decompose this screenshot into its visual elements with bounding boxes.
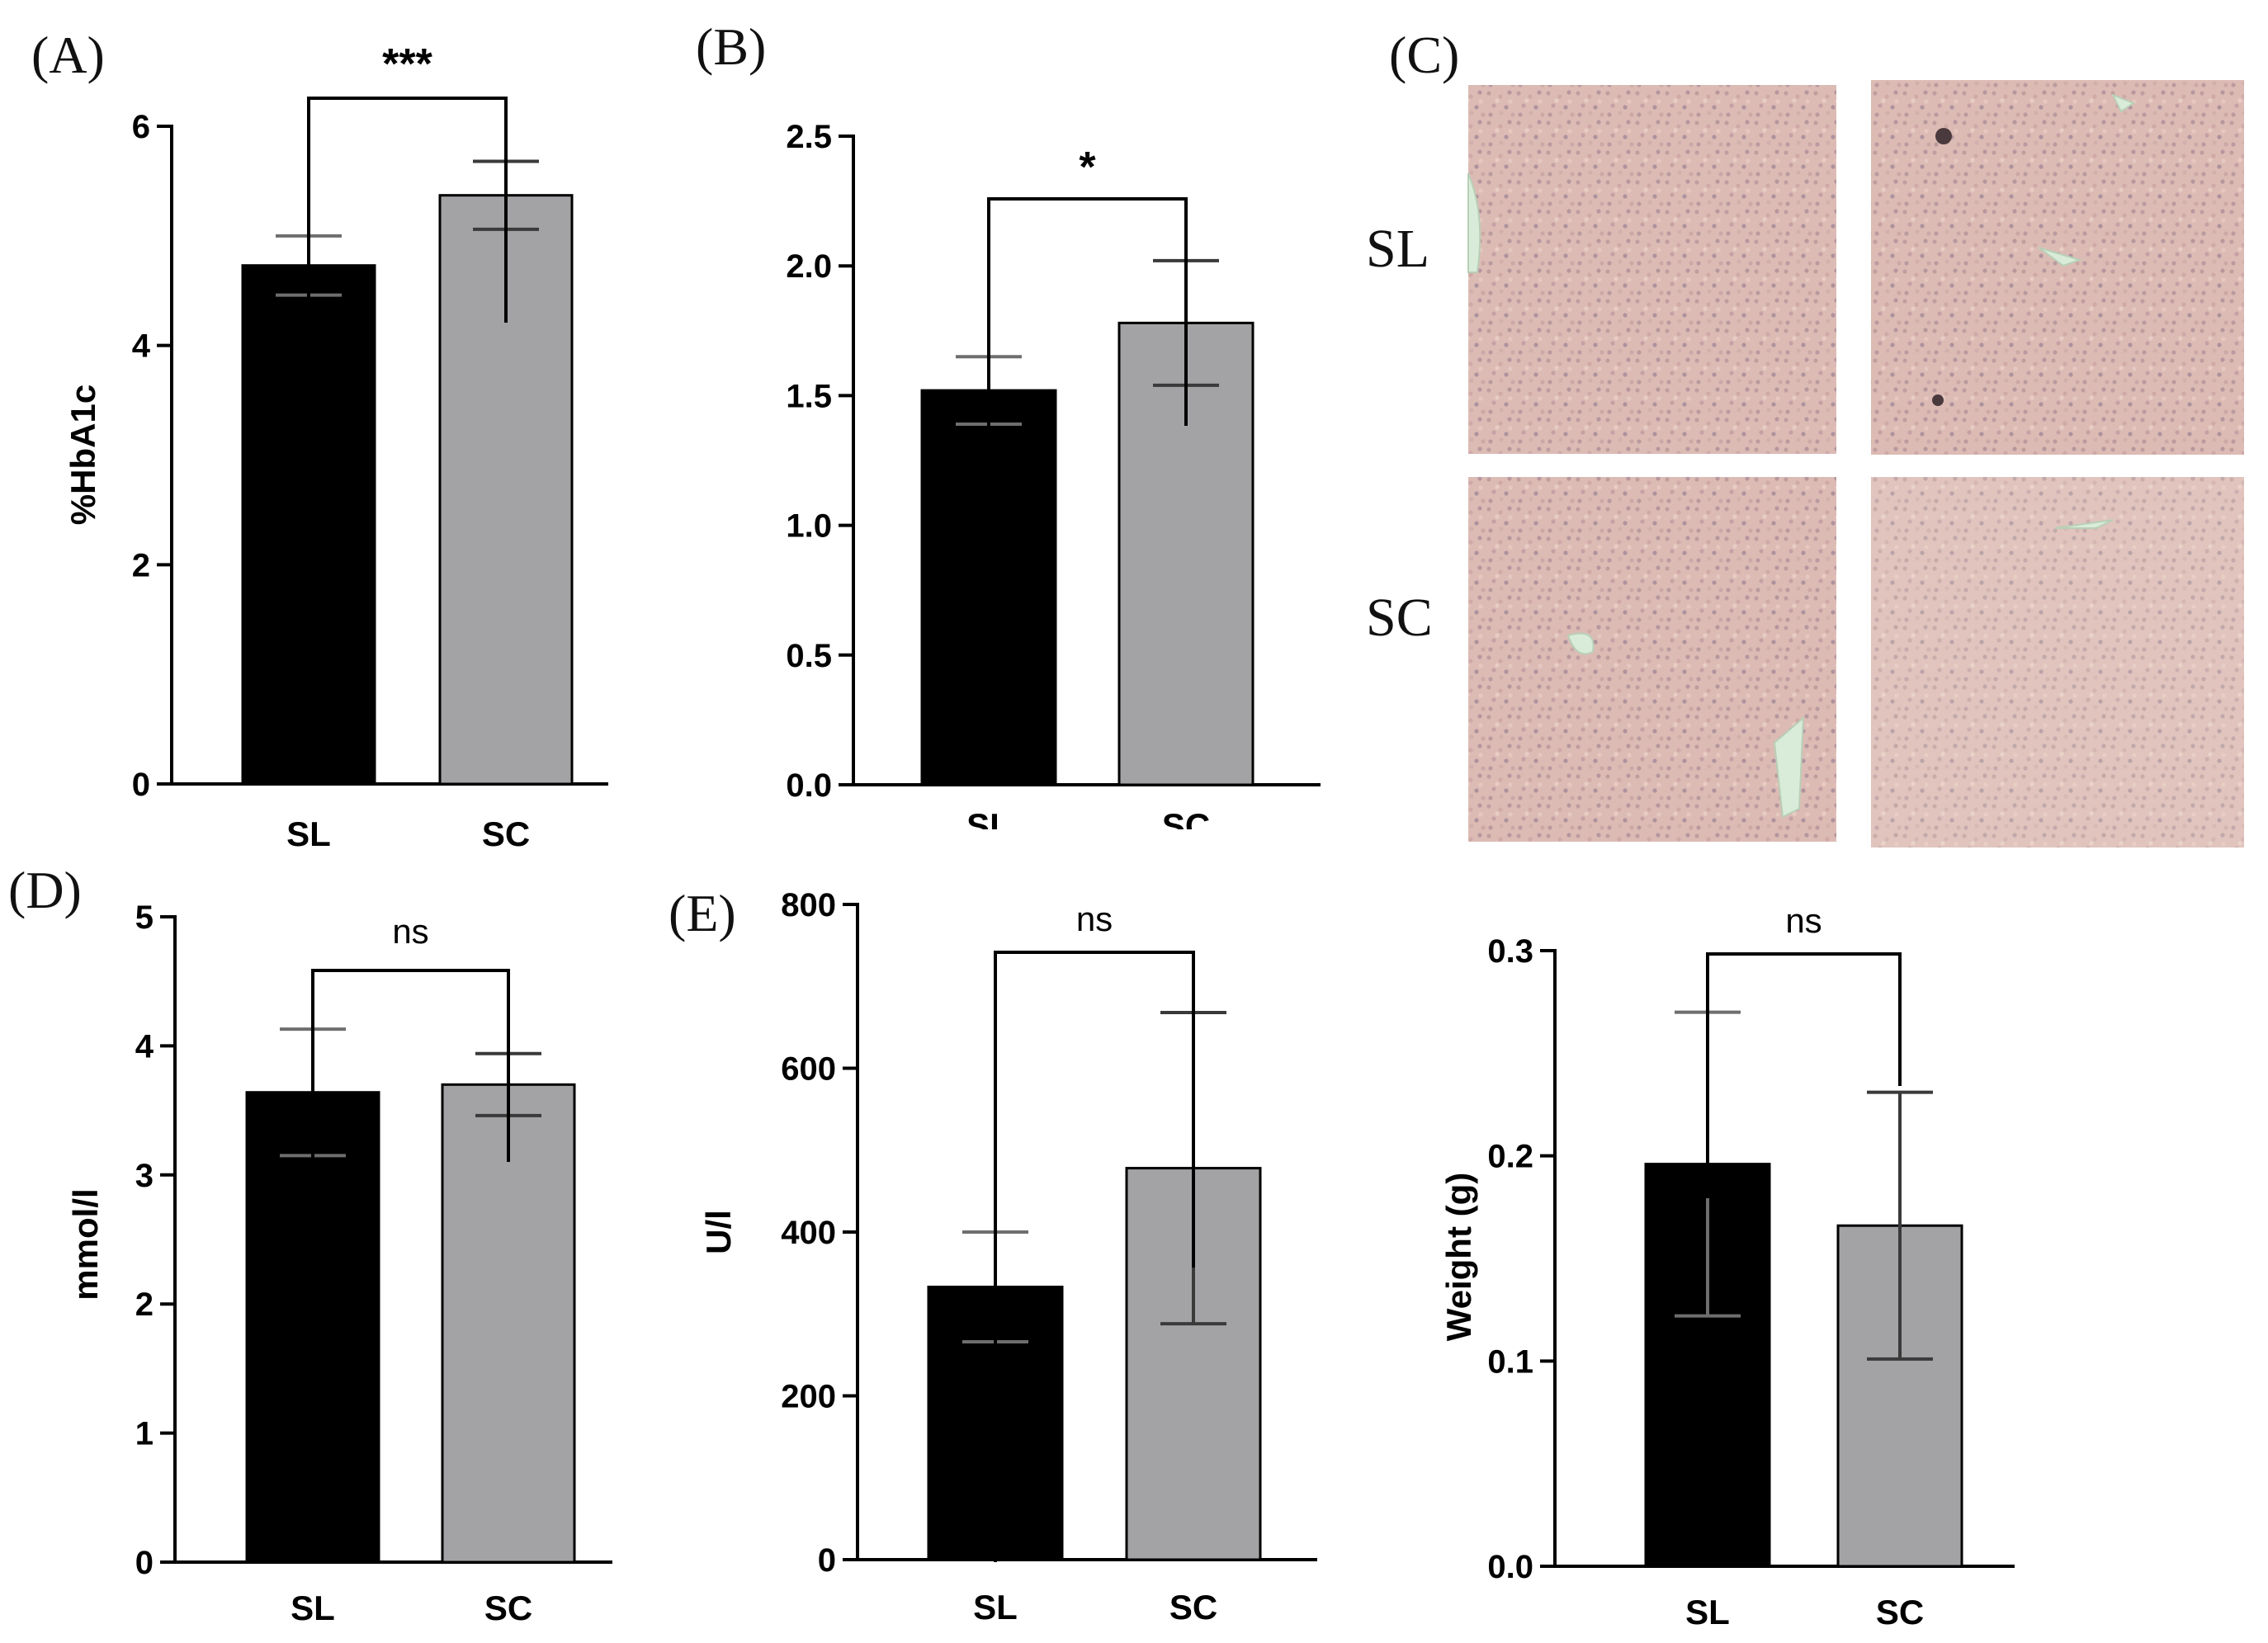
significance-label: * <box>1079 144 1096 191</box>
category-label-sc: SC <box>1162 806 1210 845</box>
chart-hba1c: 0 2 4 6 SL SC *** %HbA1c <box>64 40 608 853</box>
panel-label-e: (E) <box>669 884 736 942</box>
y-tick-label: 0 <box>132 767 150 803</box>
y-tick-label: 6 <box>132 109 150 145</box>
category-label-sc: SC <box>484 1589 532 1627</box>
histology-image-2 <box>1871 80 2244 455</box>
panel-label-b: (B) <box>696 17 766 76</box>
y-tick-label: 1 <box>135 1416 154 1452</box>
y-tick-label: 2.0 <box>786 248 832 285</box>
category-label-sl: SL <box>1685 1593 1730 1631</box>
significance-label: ns <box>1785 901 1821 940</box>
panel-label-c: (C) <box>1389 26 1459 84</box>
category-label-sl: SL <box>973 1588 1018 1626</box>
y-tick-label: 0.2 <box>1487 1139 1533 1175</box>
significance-label: ns <box>392 912 428 951</box>
y-tick-label: 0.5 <box>786 638 832 674</box>
chart-mmol: 0 1 2 3 4 5 SL SC ns mmol/l <box>66 899 612 1627</box>
bar-sl <box>241 264 376 786</box>
y-tick-label: 2 <box>135 1287 154 1323</box>
histology-image-1 <box>1467 85 1836 454</box>
significance-label: *** <box>382 40 432 88</box>
significance-label: ns <box>1076 899 1113 938</box>
y-tick-label: 0 <box>818 1542 836 1579</box>
y-tick-label: 600 <box>781 1051 836 1088</box>
y-tick-label: 200 <box>781 1379 836 1415</box>
category-label-sc: SC <box>1169 1588 1217 1626</box>
histology-image-3 <box>1468 477 1836 842</box>
category-label-sc: SC <box>482 814 530 853</box>
chart-panel-b: 0.0 0.5 1.0 1.5 2.0 2.5 SL SC * <box>786 119 1321 845</box>
bar-sc <box>441 1083 576 1564</box>
y-tick-label: 0 <box>135 1545 154 1581</box>
y-axis-title: U/l <box>699 1210 738 1254</box>
panel-label-d: (D) <box>8 861 82 919</box>
histology-row-label-sl: SL <box>1366 219 1429 279</box>
y-tick-label: 1.0 <box>786 508 832 545</box>
error-bar-sc <box>1867 1090 1933 1361</box>
y-tick-label: 400 <box>781 1215 836 1251</box>
category-label-sl: SL <box>291 1589 335 1627</box>
significance-bracket <box>994 951 1195 1562</box>
panel-label-a: (A) <box>31 26 105 84</box>
chart-ul: 0 200 400 600 800 SL SC ns U/l <box>699 887 1317 1626</box>
y-tick-label: 2.5 <box>786 119 832 155</box>
y-tick-label: 0.3 <box>1487 933 1533 970</box>
histology-panel: SL SC <box>1366 80 2244 847</box>
significance-bracket <box>307 97 508 323</box>
y-tick-label: 1.5 <box>786 378 832 414</box>
histology-row-label-sc: SC <box>1366 588 1433 648</box>
category-label-sl: SL <box>966 806 1011 845</box>
y-tick-label: 2 <box>132 547 150 583</box>
y-tick-label: 0.0 <box>1487 1549 1533 1585</box>
y-tick-label: 5 <box>135 899 154 936</box>
category-label-sc: SC <box>1876 1593 1924 1631</box>
y-tick-label: 0.0 <box>786 767 832 804</box>
y-tick-label: 800 <box>781 887 836 923</box>
significance-bracket <box>1706 952 1902 1198</box>
y-axis-title: Weight (g) <box>1439 1173 1478 1342</box>
y-tick-label: 4 <box>132 328 151 365</box>
significance-bracket <box>987 197 1188 527</box>
y-tick-label: 4 <box>135 1028 154 1065</box>
significance-bracket <box>311 969 510 1173</box>
y-axis-title: %HbA1c <box>64 385 102 525</box>
category-label-sl: SL <box>286 814 331 853</box>
y-axis-title: mmol/l <box>66 1188 105 1300</box>
y-tick-label: 0.1 <box>1487 1343 1533 1380</box>
histology-image-4 <box>1871 477 2244 847</box>
y-tick-label: 3 <box>135 1158 154 1194</box>
chart-weight: 0.0 0.1 0.2 0.3 SL SC ns Weight (g) <box>1439 901 2015 1631</box>
